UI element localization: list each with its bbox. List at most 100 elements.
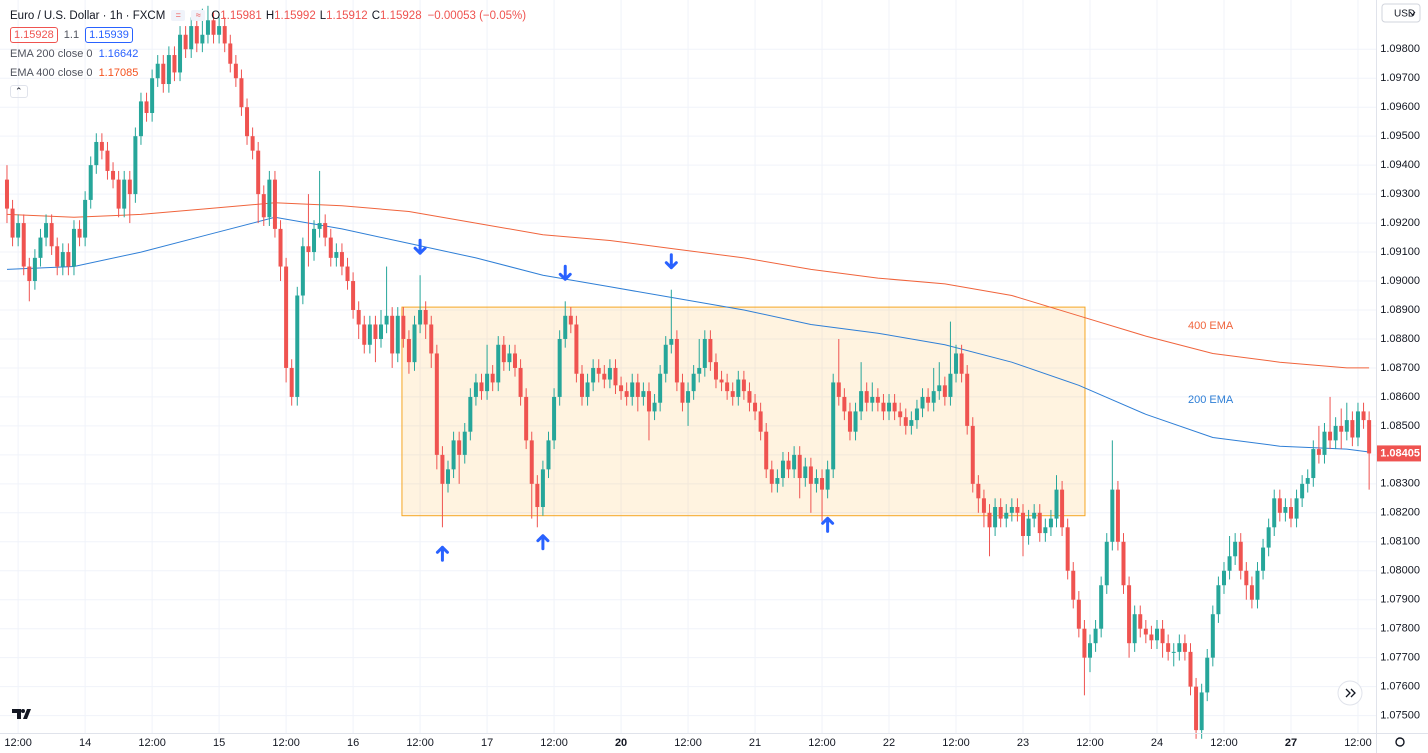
candle-body — [406, 338, 411, 363]
candle-body — [1311, 449, 1316, 479]
y-tick-label: 1.09000 — [1380, 275, 1420, 287]
candle-body — [295, 295, 300, 397]
candle-body — [730, 391, 735, 397]
symbol-row: Euro / U.S. Dollar · 1h · FXCM = ≈ O 1.159… — [10, 6, 526, 25]
candle-body — [619, 385, 624, 392]
candle-body — [568, 315, 573, 325]
indicator-value: 1.17085 — [98, 66, 139, 79]
ohlc-key: L — [319, 9, 327, 22]
ask[interactable]: 1.15939 — [85, 26, 133, 43]
candle-body — [758, 411, 763, 432]
range-zone — [401, 306, 1086, 517]
candle-body — [775, 478, 780, 484]
bid[interactable]: 1.15928 — [10, 26, 58, 43]
candle-body — [379, 324, 384, 339]
spread: 1.1 — [63, 28, 80, 41]
candle-body — [557, 338, 562, 397]
icon[interactable]: = — [171, 10, 186, 21]
currency-button[interactable] — [1381, 3, 1421, 23]
candle-body — [278, 228, 283, 267]
candle-body — [1255, 570, 1260, 600]
candle-body — [49, 223, 54, 247]
candle-body — [942, 385, 947, 397]
candle-body — [1149, 634, 1154, 641]
candle-body — [1043, 527, 1048, 534]
candle-body — [540, 469, 545, 508]
candle-body — [1171, 651, 1176, 653]
indicator: EMA 400 close 0 1.17085 — [10, 63, 526, 82]
candle-body — [490, 373, 495, 383]
candle-body — [166, 55, 171, 85]
candle-body — [1048, 518, 1053, 528]
candle-body — [669, 338, 674, 345]
candle-body — [1076, 599, 1081, 629]
candle-body — [395, 315, 400, 354]
candle-body — [954, 353, 959, 374]
candle-body — [38, 237, 43, 258]
candle-body — [658, 373, 663, 403]
candle-body — [993, 507, 998, 528]
candle-body — [646, 391, 651, 412]
y-tick-label: 1.09100 — [1380, 246, 1420, 258]
candle-body — [1177, 643, 1182, 652]
candle-body — [1244, 570, 1249, 586]
settings-button[interactable] — [1395, 737, 1405, 747]
collapse-button[interactable]: ⌃ — [10, 85, 28, 98]
candle-body — [401, 315, 406, 339]
candle-body — [284, 266, 289, 368]
candle-body — [1238, 541, 1243, 571]
candle-body — [1166, 643, 1171, 652]
indicator: EMA 200 close 0 1.16642 — [10, 44, 526, 63]
candle-body — [1110, 489, 1115, 542]
candle-body — [931, 391, 936, 403]
ohlc-value: 1.15992 — [274, 9, 316, 22]
ohlc-value: 1.15928 — [380, 9, 422, 22]
candle-body — [1015, 507, 1020, 513]
last-price-label: 1.08405 — [1380, 447, 1420, 459]
candle-body — [245, 107, 250, 137]
y-tick-label: 1.08700 — [1380, 362, 1420, 374]
candle-body — [630, 382, 635, 397]
axes: 1.07500 1.07600 1.07700 1.07800 1.07900 1.080… — [4, 43, 1421, 749]
legend: Euro / U.S. Dollar · 1h · FXCM = ≈ O 1.159… — [10, 6, 526, 101]
y-tick-label: 1.07800 — [1380, 623, 1420, 635]
y-tick-label: 1.08000 — [1380, 565, 1420, 577]
indicator-name: EMA 200 close 0 — [10, 47, 93, 60]
candle-body — [965, 373, 970, 426]
candle-body — [702, 338, 707, 368]
candle-body — [831, 382, 836, 470]
candle-body — [1054, 489, 1059, 519]
candle-body — [1065, 527, 1070, 571]
candle-body — [563, 315, 568, 339]
x-tick-label: 12:00 — [1076, 737, 1104, 749]
candle-body — [1132, 614, 1137, 644]
candle-body — [1344, 420, 1349, 432]
candle-body — [501, 344, 506, 363]
icon[interactable]: ≈ — [191, 10, 206, 21]
y-tick-label: 1.08300 — [1380, 478, 1420, 490]
currency-label[interactable]: USD — [1394, 9, 1415, 20]
candle-body — [1216, 585, 1221, 615]
candle-body — [122, 179, 127, 209]
candle-body — [1026, 518, 1031, 536]
y-tick-label: 1.08800 — [1380, 333, 1420, 345]
candle-body — [1300, 483, 1305, 499]
candle-body — [875, 396, 880, 403]
candle-body — [680, 382, 685, 403]
x-tick-label: 16 — [347, 737, 359, 749]
candle-body — [708, 338, 713, 363]
candle-body — [1082, 628, 1087, 658]
candle-body — [60, 252, 65, 267]
ema-line — [6, 202, 1370, 369]
x-tick-label: 27 — [1285, 737, 1297, 749]
candle-body — [607, 367, 612, 380]
candle-body — [306, 246, 311, 253]
candle-body — [1160, 628, 1165, 644]
candle-body — [641, 391, 646, 397]
candle-body — [898, 411, 903, 418]
candle-body — [1261, 547, 1266, 571]
candle-body — [1060, 489, 1065, 528]
candle-body — [635, 382, 640, 397]
candle-body — [261, 194, 266, 218]
